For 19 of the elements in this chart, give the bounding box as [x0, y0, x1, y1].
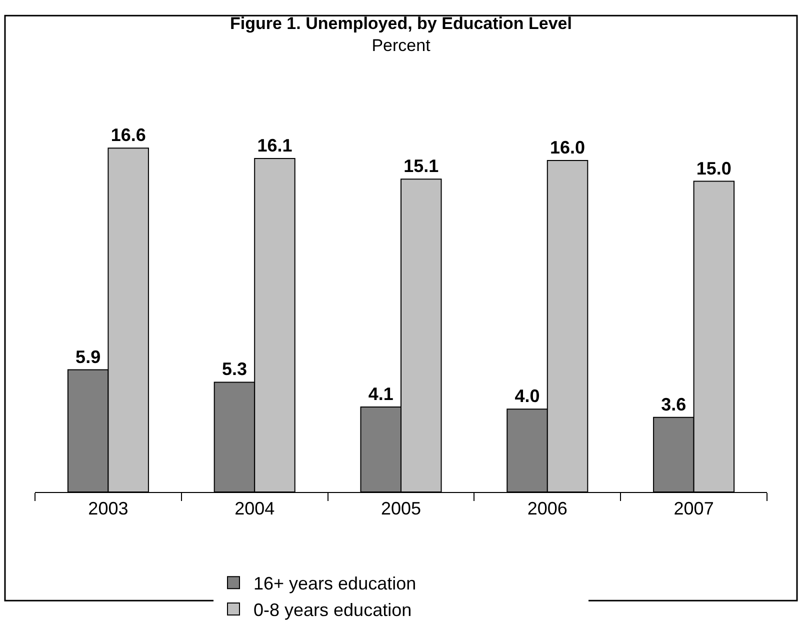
x-tick-label: 2005: [380, 498, 422, 519]
chart-title: Figure 1. Unemployed, by Education Level: [230, 14, 572, 33]
data-label: 3.6: [661, 394, 686, 414]
data-label: 16.1: [257, 135, 292, 156]
data-label: 16.6: [110, 125, 146, 146]
x-tick-label: 2003: [88, 498, 128, 519]
data-label: 4.1: [368, 384, 394, 404]
legend-label: 0-8 years education: [254, 600, 412, 620]
x-tick-label: 2004: [234, 498, 275, 519]
data-label: 16.0: [550, 138, 586, 158]
data-label: 5.9: [76, 346, 101, 367]
x-tick-label: 2007: [674, 498, 714, 519]
data-label: 4.0: [514, 386, 540, 406]
chart-subtitle: Percent: [372, 36, 431, 55]
x-tick-label: 2006: [527, 498, 568, 519]
data-label: 15.0: [696, 158, 732, 178]
data-label: 5.3: [222, 359, 247, 380]
legend-label: 16+ years education: [254, 574, 416, 594]
data-label: 15.1: [404, 156, 439, 176]
